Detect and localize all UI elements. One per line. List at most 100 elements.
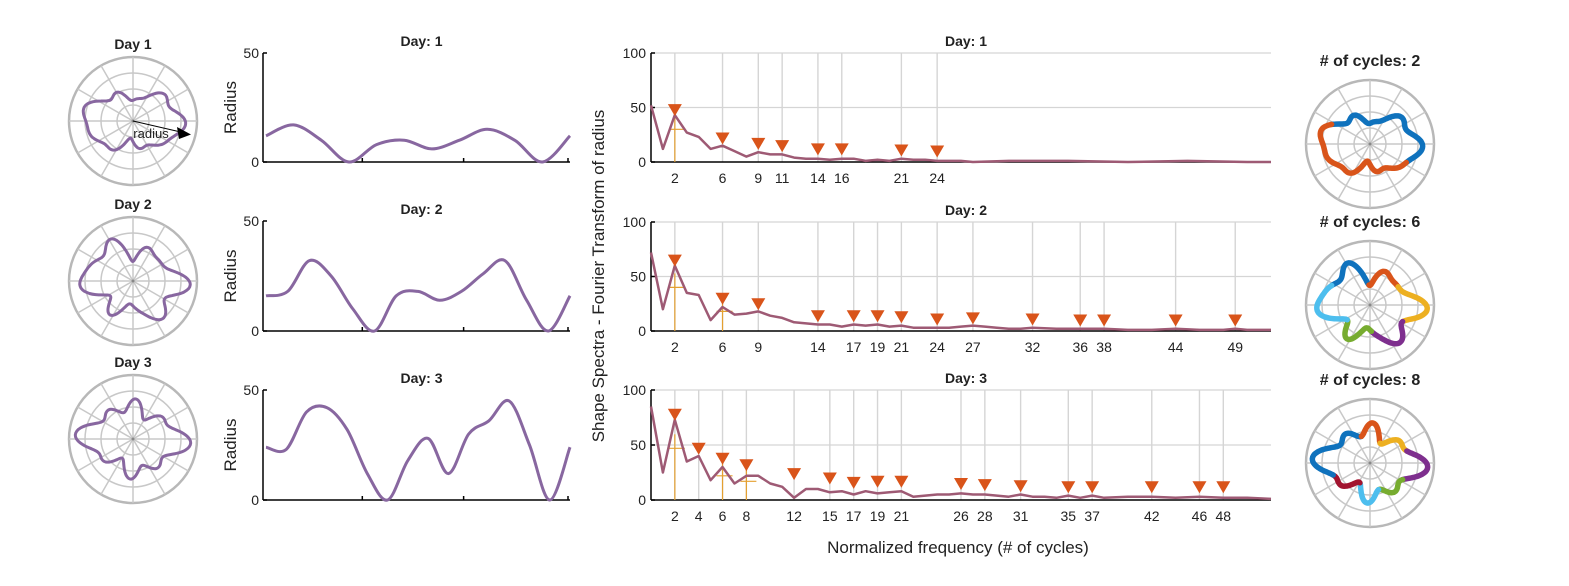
spectrum-y-label: Shape Spectra - Fourier Transform of rad… <box>589 110 608 443</box>
polar-spoke <box>132 280 189 314</box>
peak-marker <box>1013 480 1028 493</box>
spectrum-series-line <box>649 406 1272 501</box>
polar-spoke <box>132 248 189 282</box>
peak-marker <box>894 311 909 324</box>
polar-spoke <box>132 383 166 440</box>
peak-marker <box>751 137 766 150</box>
cycle-segment <box>1357 480 1382 506</box>
polar-spoke <box>1337 304 1371 361</box>
polar-spoke <box>1369 143 1426 177</box>
polar-spoke <box>1314 272 1371 306</box>
polar-spoke <box>132 120 189 154</box>
polar-spoke <box>132 120 166 177</box>
y-tick-label: 0 <box>638 323 646 339</box>
radius-y-label: Radius <box>221 81 240 134</box>
cycle-segment <box>1317 121 1410 176</box>
peak-marker <box>1168 314 1183 327</box>
cycle-segment <box>1399 448 1431 483</box>
x-tick-label: 44 <box>1168 339 1184 355</box>
spectrum-chart-title: Day: 2 <box>945 202 987 218</box>
peak-marker <box>1192 481 1207 494</box>
cycle-segment <box>1342 317 1375 343</box>
polar-grid <box>1304 78 1436 210</box>
x-tick-label: 35 <box>1061 508 1077 524</box>
peak-marker <box>846 310 861 323</box>
peak-marker <box>954 478 968 490</box>
cycle-segment <box>1330 472 1363 489</box>
x-tick-label: 28 <box>977 508 993 524</box>
x-tick-label: 8 <box>742 508 750 524</box>
polar-center <box>1368 461 1372 465</box>
peak-marker <box>870 310 885 323</box>
y-tick-label: 50 <box>243 45 259 61</box>
peak-marker <box>739 459 754 472</box>
x-tick-label: 17 <box>846 508 862 524</box>
cycle-panel-title: # of cycles: 6 <box>1320 214 1421 231</box>
x-tick-label: 15 <box>822 508 838 524</box>
polar-spoke <box>1314 430 1371 464</box>
y-tick-label: 50 <box>243 213 259 229</box>
x-tick-label: 49 <box>1227 339 1243 355</box>
cycle-segment <box>1334 430 1365 450</box>
cycle-segment <box>1375 476 1406 496</box>
polar-spoke <box>100 438 134 495</box>
y-tick-label: 100 <box>623 45 647 61</box>
polar-spoke <box>1337 462 1371 519</box>
polar-spoke <box>100 225 134 282</box>
spectrum-series-line <box>649 252 1271 332</box>
polar-center <box>131 279 135 283</box>
y-tick-label: 0 <box>251 154 259 170</box>
x-tick-label: 38 <box>1096 339 1112 355</box>
peak-marker <box>822 472 837 485</box>
x-tick-label: 19 <box>870 339 886 355</box>
polar-spoke <box>77 248 134 282</box>
x-tick-label: 6 <box>719 508 727 524</box>
x-tick-label: 21 <box>894 508 910 524</box>
peak-marker <box>834 143 849 156</box>
cycle-panel-title: # of cycles: 8 <box>1320 372 1421 389</box>
peak-marker <box>810 310 825 323</box>
x-tick-label: 26 <box>953 508 969 524</box>
polar-spoke <box>132 88 189 122</box>
shape-outline <box>73 397 193 481</box>
radius-chart-title: Day: 1 <box>400 33 442 49</box>
polar-spoke <box>1314 143 1371 177</box>
peak-marker <box>930 313 945 326</box>
x-tick-label: 19 <box>870 508 886 524</box>
polar-spoke <box>132 406 189 440</box>
radius-arrow-label: radius <box>133 126 169 141</box>
radius-chart-title: Day: 3 <box>400 370 442 386</box>
polar-spoke <box>77 88 134 122</box>
polar-spoke <box>1369 462 1426 496</box>
polar-spoke <box>77 120 134 154</box>
spectrum-series-line <box>649 104 1271 164</box>
polar-grid <box>67 373 199 505</box>
radius-series-line <box>265 258 572 333</box>
x-tick-label: 11 <box>775 170 790 186</box>
x-tick-label: 46 <box>1192 508 1208 524</box>
y-tick-label: 100 <box>623 214 647 230</box>
x-tick-label: 6 <box>719 170 727 186</box>
polar-spoke <box>132 225 166 282</box>
polar-title: Day 1 <box>114 36 152 52</box>
x-tick-label: 14 <box>810 170 826 186</box>
x-tick-label: 24 <box>929 170 945 186</box>
peak-marker <box>894 475 909 488</box>
peak-marker <box>1073 314 1088 327</box>
peak-marker <box>1025 313 1040 326</box>
peak-marker <box>870 475 885 488</box>
peak-marker <box>1228 314 1243 327</box>
polar-spoke <box>132 65 166 122</box>
peak-marker <box>965 312 980 325</box>
polar-center <box>131 437 135 441</box>
shape-outline <box>81 90 188 152</box>
shape-outline <box>78 237 192 322</box>
polar-center <box>1368 142 1372 146</box>
x-tick-label: 24 <box>929 339 945 355</box>
polar-grid <box>1304 239 1436 371</box>
peak-marker <box>751 298 766 311</box>
y-tick-label: 50 <box>630 269 646 285</box>
polar-spoke <box>100 280 134 337</box>
radius-arrow-head <box>177 127 191 139</box>
